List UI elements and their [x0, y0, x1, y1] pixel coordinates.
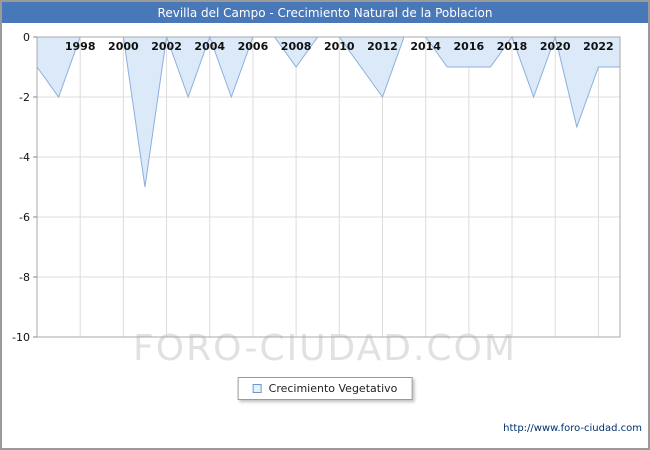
x-axis-label: 2008: [281, 40, 312, 53]
x-axis-label: 2002: [151, 40, 182, 53]
watermark: FORO-CIUDAD.COM: [133, 328, 517, 369]
x-axis-label: 2014: [410, 40, 441, 53]
plot-border: [36, 36, 621, 338]
chart-title-bar: Revilla del Campo - Crecimiento Natural …: [2, 2, 648, 23]
x-axis-label: 2022: [583, 40, 614, 53]
y-axis-label: -10: [12, 331, 30, 344]
y-axis-label: 0: [23, 31, 30, 44]
x-axis-label: 2006: [238, 40, 269, 53]
page-title: Revilla del Campo - Crecimiento Natural …: [157, 5, 493, 20]
y-axis-label: -4: [19, 151, 30, 164]
x-axis-label: 2018: [497, 40, 528, 53]
y-axis-label: -6: [19, 211, 30, 224]
legend-swatch-icon: [252, 384, 262, 393]
x-axis-label: 2010: [324, 40, 355, 53]
y-axis-label: -8: [19, 271, 30, 284]
area-fill: [37, 37, 620, 187]
source-url: http://www.foro-ciudad.com: [503, 423, 642, 434]
x-axis-label: 1998: [65, 40, 96, 53]
y-axis-label: -2: [19, 91, 30, 104]
x-axis-label: 2012: [367, 40, 398, 53]
x-axis-label: 2020: [540, 40, 571, 53]
area-chart: 0 -2 -4 -6 -8 -10 1998 2000 2002 2004 2006 2008 2010…: [12, 31, 621, 344]
legend-label: Crecimiento Vegetativo: [268, 382, 398, 395]
x-axis-label: 2004: [194, 40, 225, 53]
legend: Crecimiento Vegetativo: [237, 377, 413, 400]
x-axis-label: 2016: [454, 40, 485, 53]
x-axis-label: 2000: [108, 40, 139, 53]
